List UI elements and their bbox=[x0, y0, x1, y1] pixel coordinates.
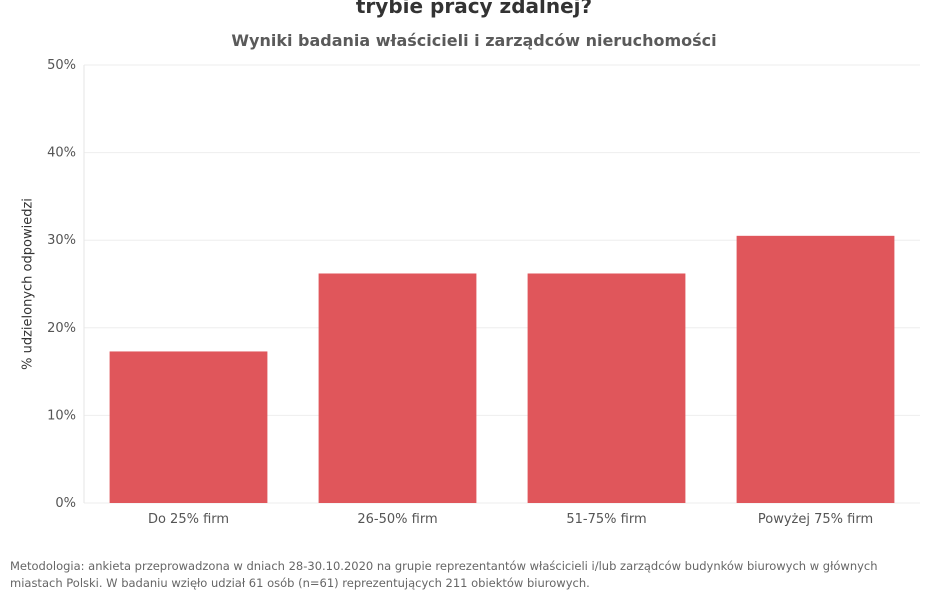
y-tick-label: 0% bbox=[55, 496, 76, 511]
bar bbox=[109, 351, 268, 503]
axis-layer: 0% 10% 20% 30% 40% 50% Do 25% firm 26-50% firm 5… bbox=[47, 58, 873, 527]
x-tick-label: Do 25% firm bbox=[148, 512, 229, 527]
x-tick-label: 26-50% firm bbox=[357, 512, 437, 527]
bar bbox=[736, 235, 895, 503]
y-tick-label: 30% bbox=[47, 233, 76, 248]
methodology-note: Metodologia: ankieta przeprowadzona w dn… bbox=[10, 558, 930, 592]
y-tick-label: 40% bbox=[47, 146, 76, 161]
methodology-text: ankieta przeprowadzona w dniach 28-30.10… bbox=[10, 559, 878, 590]
methodology-lead: Metodologia: bbox=[10, 559, 85, 573]
y-tick-label: 20% bbox=[47, 321, 76, 336]
bar bbox=[527, 273, 686, 503]
bar-layer bbox=[109, 235, 895, 503]
x-tick-label: Powyżej 75% firm bbox=[758, 512, 873, 527]
bar-chart: 0% 10% 20% 30% 40% 50% Do 25% firm 26-50% firm 5… bbox=[47, 58, 920, 527]
chart-title: trybie pracy zdalnej? bbox=[355, 0, 593, 18]
chart-subtitle: Wyniki badania właścicieli i zarządców n… bbox=[231, 31, 717, 50]
x-tick-label: 51-75% firm bbox=[566, 512, 646, 527]
y-tick-label: 10% bbox=[47, 408, 76, 423]
bar bbox=[318, 273, 477, 503]
y-tick-label: 50% bbox=[47, 58, 76, 73]
